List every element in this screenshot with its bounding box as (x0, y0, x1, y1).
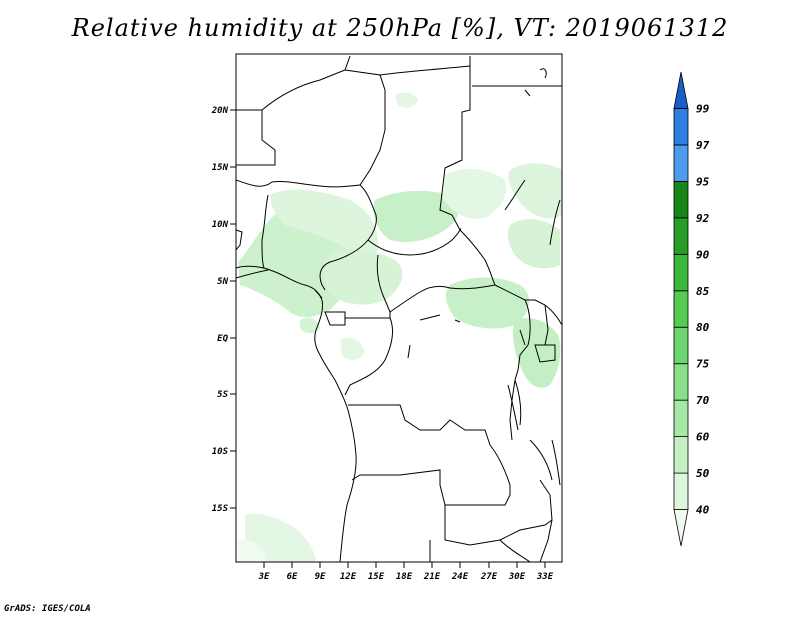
lon-tick-33e: 33E (536, 572, 554, 582)
lon-tick-21e: 21E (423, 572, 441, 582)
colorbar-label: 97 (696, 139, 710, 152)
lon-tick-15e: 15E (368, 572, 385, 582)
humidity-shading (238, 92, 562, 562)
colorbar-band (673, 326, 689, 365)
lon-tick-18e: 18E (396, 572, 413, 582)
humidity-patch-northeast (508, 163, 562, 219)
colorbar-band (673, 436, 689, 474)
colorbar: 40 50 60 70 75 80 85 90 92 95 97 99 (673, 71, 710, 547)
humidity-patch-sw2 (238, 539, 265, 562)
lat-tick-10s: 10S (212, 447, 229, 457)
lon-tick-9e: 9E (315, 572, 326, 582)
colorbar-band (673, 217, 689, 255)
colorbar-band (673, 71, 689, 109)
colorbar-label: 90 (696, 248, 710, 261)
colorbar-label: 95 (696, 175, 710, 188)
colorbar-label: 60 (696, 431, 710, 444)
map-borders (235, 55, 563, 563)
humidity-patch-east2 (512, 318, 561, 388)
colorbar-label: 80 (696, 321, 710, 334)
colorbar-band (673, 180, 689, 219)
lat-tick-5s: 5S (217, 390, 228, 400)
colorbar-label: 70 (696, 394, 710, 407)
colorbar-label: 92 (696, 212, 710, 225)
chart-title: Relative humidity at 250hPa [%], VT: 201… (71, 14, 729, 42)
colorbar-band (673, 253, 689, 292)
humidity-patch-central (373, 190, 460, 242)
colorbar-label: 85 (696, 285, 710, 298)
colorbar-band (673, 144, 689, 182)
lat-tick-20n: 20N (211, 106, 229, 116)
colorbar-label: 40 (696, 504, 710, 517)
lon-tick-24e: 24E (451, 572, 469, 582)
humidity-patch-east3 (507, 218, 560, 269)
humidity-patch-coast (300, 317, 320, 334)
lon-tick-12e: 12E (340, 572, 357, 582)
humidity-patch-north (395, 92, 418, 108)
lat-tick-15s: 15S (212, 504, 229, 514)
lon-tick-3e: 3E (258, 572, 270, 582)
colorbar-band (673, 399, 689, 438)
map-frame (235, 53, 563, 563)
humidity-patch-northeast2 (443, 168, 507, 219)
colorbar-label: 50 (696, 467, 710, 480)
latitude-axis: 20N 15N 10N 5N EQ 5S 10S 15S (211, 106, 236, 514)
lat-tick-eq: EQ (217, 334, 228, 344)
lat-tick-15n: 15N (212, 163, 229, 173)
humidity-patch-center3 (340, 338, 365, 360)
humidity-patch-central2 (324, 249, 403, 305)
humidity-patch-east (445, 277, 530, 329)
lon-tick-27e: 27E (480, 572, 498, 582)
colorbar-label: 99 (696, 102, 710, 115)
colorbar-label: 75 (696, 358, 710, 371)
colorbar-band (673, 363, 689, 401)
colorbar-band (673, 108, 689, 146)
lon-tick-6e: 6E (287, 572, 298, 582)
colorbar-band (673, 472, 689, 510)
humidity-patch-southwest (245, 513, 316, 562)
lat-tick-5n: 5N (217, 277, 228, 287)
lon-tick-30e: 30E (508, 572, 526, 582)
colorbar-band (673, 509, 689, 547)
longitude-axis: 3E 6E 9E 12E 15E 18E 21E 24E 27E 30E 33E (258, 562, 554, 582)
lat-tick-10n: 10N (212, 220, 229, 230)
humidity-patch-west2 (270, 189, 379, 256)
grads-credit: GrADS: IGES/COLA (4, 604, 91, 614)
colorbar-band (673, 290, 689, 328)
